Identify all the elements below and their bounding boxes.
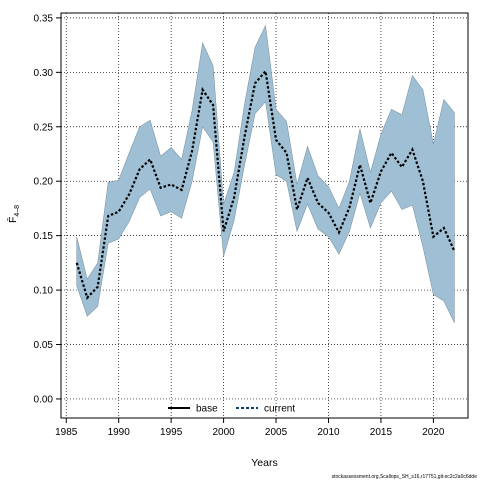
x-axis-title: Years xyxy=(251,457,277,469)
axes: 1985 1990 1995 2000 2005 2010 2015 2020 0.00 0.05… xyxy=(34,12,469,438)
confidence-band-area xyxy=(76,24,455,323)
y-tick-label: 0.35 xyxy=(34,13,54,24)
confidence-band xyxy=(76,24,455,323)
x-tick-label: 2020 xyxy=(422,427,445,438)
plot-frame xyxy=(60,12,469,419)
y-axis-title-main: F̄ xyxy=(6,217,19,223)
x-tick-label: 2005 xyxy=(265,427,288,438)
y-tick-label: 0.25 xyxy=(34,122,54,133)
x-tick-label: 2000 xyxy=(212,427,235,438)
y-tick-label: 0.30 xyxy=(34,68,54,79)
legend: base current xyxy=(168,404,295,415)
svg-text:F̄4–8: F̄4–8 xyxy=(6,205,21,223)
y-tick-label: 0.00 xyxy=(34,394,54,405)
legend-label-base: base xyxy=(196,404,218,415)
x-tick-label: 1990 xyxy=(108,427,131,438)
series-line-current xyxy=(75,68,456,300)
y-tick-label: 0.20 xyxy=(34,177,54,188)
y-axis-title: F̄4–8 xyxy=(6,205,21,223)
footer-text: stockassessment.org,Scallops_SH_s16,r177… xyxy=(332,474,478,480)
y-tick-label: 0.15 xyxy=(34,231,54,242)
x-tick-label: 1985 xyxy=(55,427,78,438)
y-tick-label: 0.05 xyxy=(34,340,54,351)
x-tick-label: 2015 xyxy=(370,427,393,438)
y-tick-label: 0.10 xyxy=(34,286,54,297)
x-tick-label: 1995 xyxy=(160,427,183,438)
legend-label-current: current xyxy=(264,404,295,415)
y-axis-title-subscript: 4–8 xyxy=(14,205,21,217)
x-tick-label: 2010 xyxy=(317,427,340,438)
series-lines xyxy=(75,68,456,300)
